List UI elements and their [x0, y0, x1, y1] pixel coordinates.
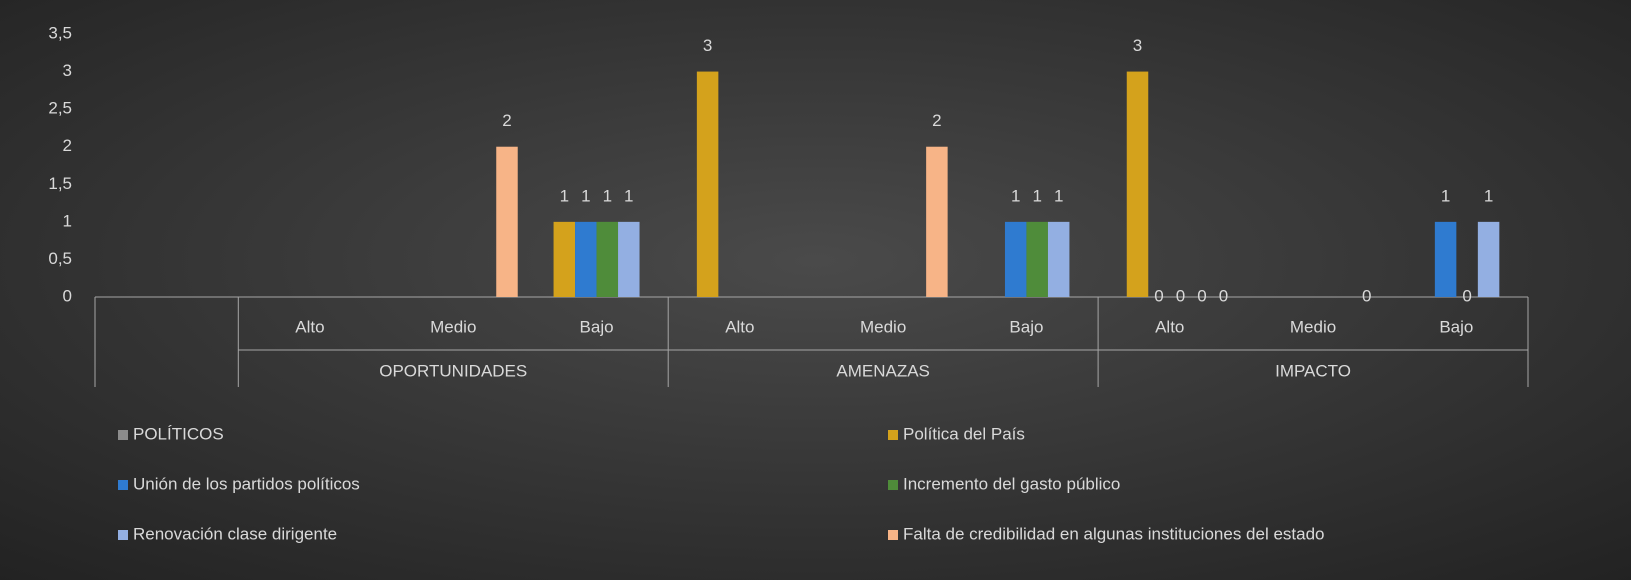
y-tick-label: 3	[63, 61, 72, 80]
data-label: 1	[560, 186, 569, 205]
legend-label: Unión de los partidos políticos	[133, 474, 360, 493]
group-label: IMPACTO	[1275, 361, 1351, 380]
y-tick-label: 0,5	[48, 249, 72, 268]
legend-swatch	[888, 480, 898, 490]
bar	[926, 146, 948, 297]
x-tick-label: Medio	[430, 317, 476, 336]
x-tick-label: Bajo	[1439, 317, 1473, 336]
bar	[1026, 221, 1048, 297]
x-tick-label: Bajo	[580, 317, 614, 336]
x-tick-label: Alto	[295, 317, 324, 336]
data-label: 1	[1484, 186, 1493, 205]
data-label: 0	[1154, 286, 1163, 305]
bar	[696, 71, 719, 297]
group-label: AMENAZAS	[836, 361, 930, 380]
legend-label: Incremento del gasto público	[903, 474, 1120, 493]
x-tick-label: Bajo	[1009, 317, 1043, 336]
data-label: 3	[1133, 36, 1142, 55]
data-label: 1	[1441, 186, 1450, 205]
y-tick-label: 3,5	[48, 23, 72, 42]
data-label: 1	[581, 186, 590, 205]
data-label: 1	[1032, 186, 1041, 205]
bar	[1434, 221, 1457, 297]
data-label: 0	[1362, 286, 1371, 305]
legend-swatch	[118, 530, 128, 540]
data-label: 1	[1011, 186, 1020, 205]
bar	[1126, 71, 1149, 297]
y-tick-label: 2,5	[48, 99, 72, 118]
y-tick-label: 2	[63, 136, 72, 155]
data-label: 0	[1197, 286, 1206, 305]
data-label: 2	[502, 111, 511, 130]
bar	[1047, 221, 1070, 297]
legend-swatch	[888, 530, 898, 540]
legend-label: Renovación clase dirigente	[133, 524, 337, 543]
x-tick-label: Alto	[1155, 317, 1184, 336]
bar	[1004, 221, 1027, 297]
legend-label: Falta de credibilidad en algunas institu…	[903, 524, 1325, 543]
y-tick-label: 1	[63, 211, 72, 230]
legend-swatch	[118, 430, 128, 440]
data-label: 1	[603, 186, 612, 205]
legend-label: Política del País	[903, 424, 1025, 443]
data-label: 1	[624, 186, 633, 205]
legend-swatch	[118, 480, 128, 490]
group-label: OPORTUNIDADES	[379, 361, 527, 380]
data-label: 0	[1462, 286, 1471, 305]
data-label: 2	[932, 111, 941, 130]
x-tick-label: Alto	[725, 317, 754, 336]
bar	[1477, 221, 1500, 297]
bar	[596, 221, 619, 297]
x-tick-label: Medio	[860, 317, 906, 336]
legend-swatch	[888, 430, 898, 440]
bar	[496, 146, 518, 297]
data-label: 0	[1219, 286, 1228, 305]
y-tick-label: 1,5	[48, 174, 72, 193]
data-label: 1	[1054, 186, 1063, 205]
bar	[618, 221, 640, 297]
x-tick-label: Medio	[1290, 317, 1336, 336]
data-label: 0	[1176, 286, 1185, 305]
bar	[575, 221, 597, 297]
y-tick-label: 0	[63, 286, 72, 305]
legend-label: POLÍTICOS	[133, 424, 224, 443]
bar	[553, 221, 576, 297]
data-label: 3	[703, 36, 712, 55]
